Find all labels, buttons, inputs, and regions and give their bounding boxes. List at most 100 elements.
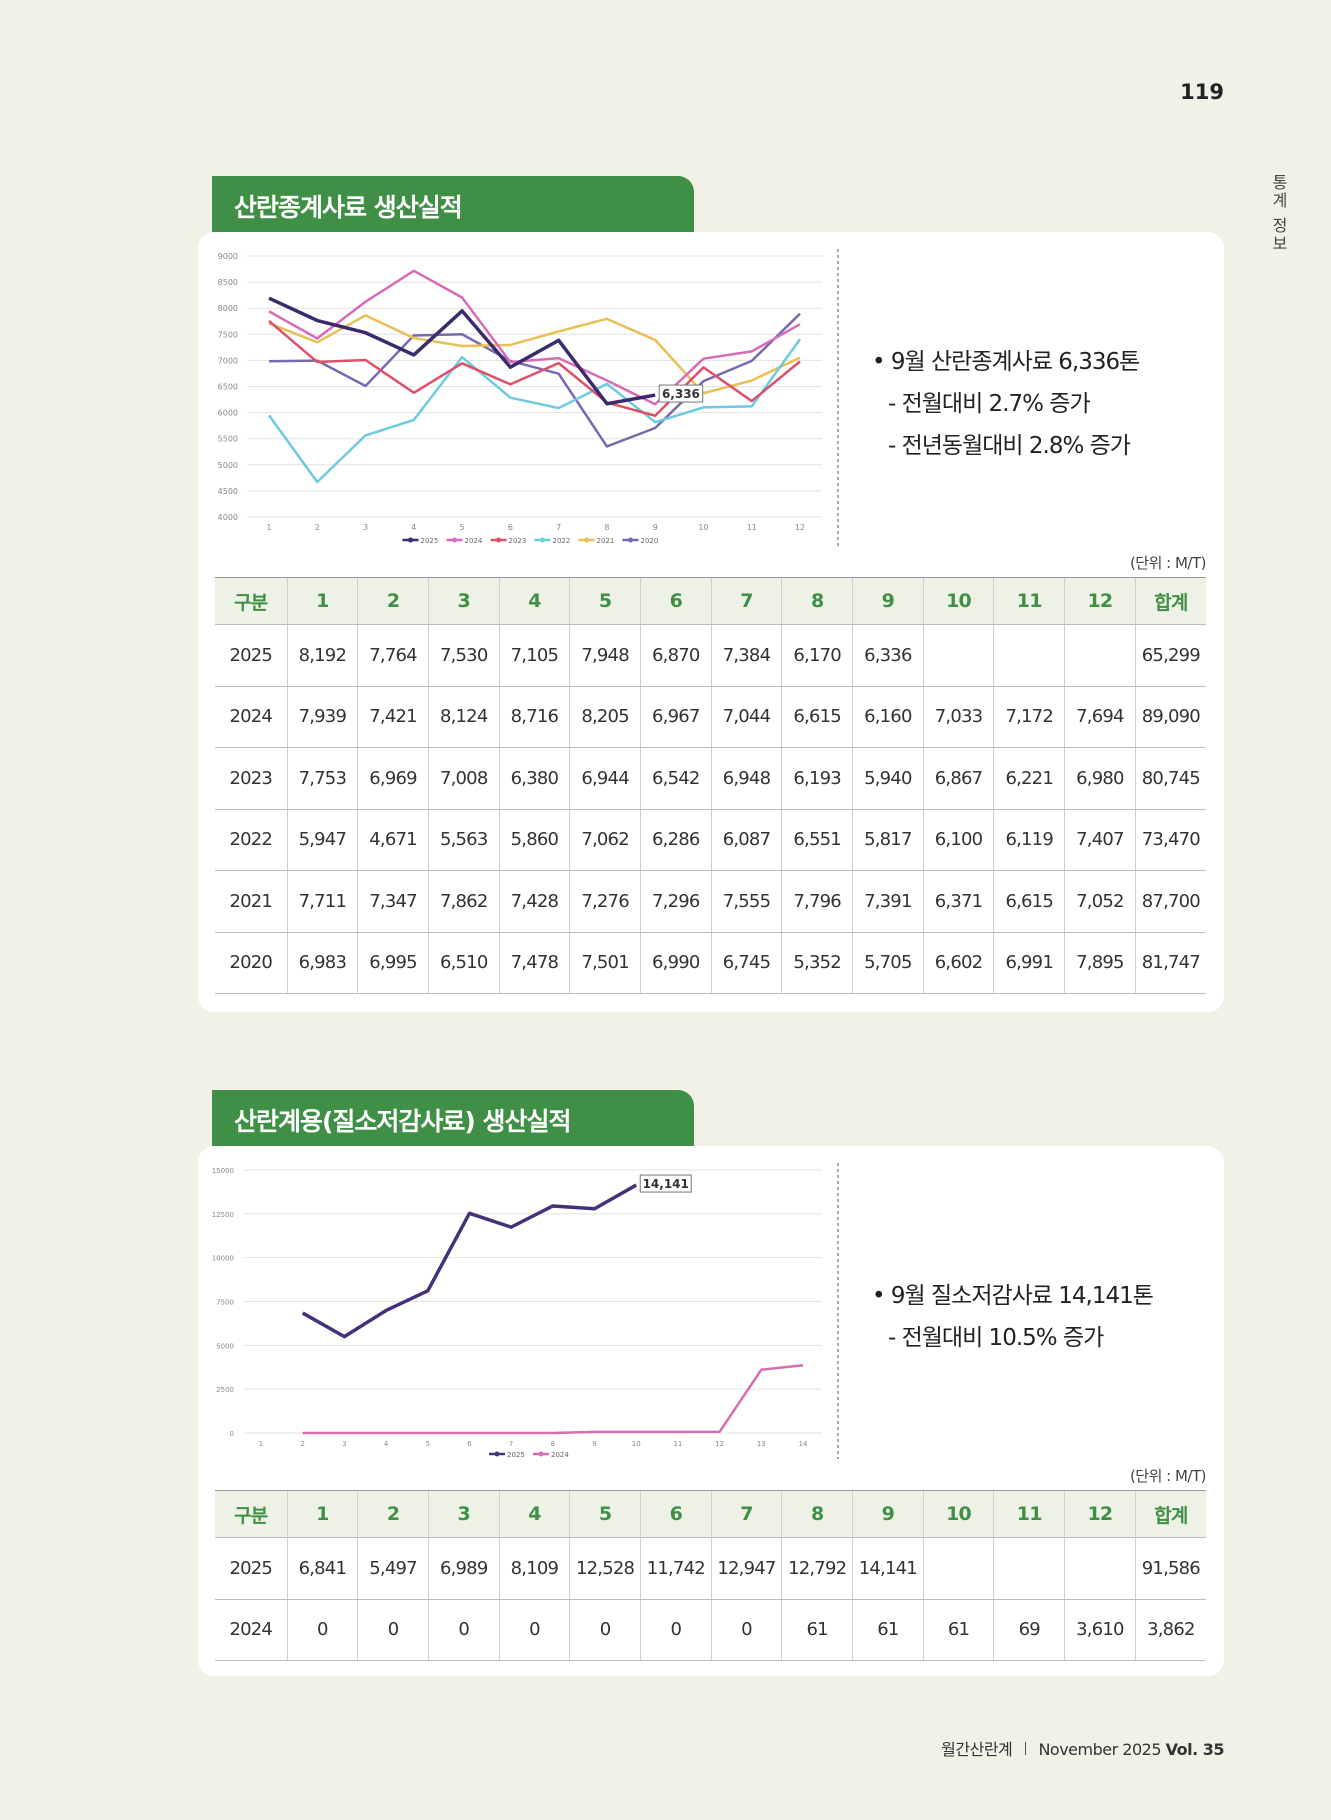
cell: 12,528	[569, 1537, 641, 1600]
cell: 7,764	[357, 624, 429, 687]
side-label: 통계 정보	[1269, 174, 1288, 254]
bullet-text: - 전월대비 10.5% 증가	[888, 1325, 1104, 1351]
cell: 5	[569, 1490, 641, 1538]
cell: 4	[498, 1490, 570, 1538]
page-number: 119	[1180, 80, 1224, 104]
cell: 6,615	[993, 870, 1065, 933]
y-tick-label: 2500	[216, 1386, 234, 1394]
cell: 7,044	[710, 686, 782, 748]
cell: 12,792	[781, 1537, 853, 1600]
legend-dot	[452, 537, 457, 543]
cell: 7,530	[427, 624, 500, 687]
cell: 89,090	[1134, 686, 1206, 748]
unit: (단위 : M/T)	[1129, 1467, 1207, 1485]
x-tick-label: 2	[315, 523, 320, 532]
series-line	[268, 320, 801, 417]
y-tick-label: 12500	[212, 1211, 234, 1219]
cell: 6,967	[639, 686, 712, 748]
cell: 7,276	[569, 870, 641, 933]
cell: 80,745	[1134, 747, 1206, 810]
value-label: 14,141	[643, 1177, 689, 1191]
cell: 합계	[1134, 577, 1206, 625]
cell: 0	[498, 1599, 570, 1661]
cell: 5	[569, 577, 641, 625]
cell: 6,944	[569, 747, 641, 810]
cell: 6,371	[922, 870, 994, 933]
legend-dot	[496, 537, 501, 543]
row: 2025 6,841 5,497 6,989 8,109 12,528 11,742 12,9…	[215, 1537, 1206, 1600]
cell: 6,221	[993, 747, 1065, 810]
cell: 61	[781, 1599, 853, 1661]
x-tick-label: 11	[673, 1440, 682, 1448]
cell: 6,510	[427, 932, 500, 994]
y-tick-label: 5000	[218, 461, 238, 470]
cell: 6,841	[286, 1537, 358, 1600]
cell: 1	[286, 1490, 358, 1538]
cell: 6,551	[781, 809, 853, 871]
cell: 6,989	[427, 1537, 500, 1600]
table: 구분 1 2 3 4 5 6 7 8 9 10 11 12 합계 2025 6,841 5,497 6,989 8,…	[215, 1490, 1206, 1661]
cell: 3,862	[1134, 1599, 1206, 1661]
value-label-box	[658, 384, 704, 403]
y-tick-label: 4500	[218, 487, 238, 496]
header-row: 구분 1 2 3 4 5 6 7 8 9 10 11 12 합계	[215, 577, 1206, 625]
cell: 합계	[1134, 1490, 1206, 1538]
cell: 87,700	[1134, 870, 1206, 933]
cell: 11,742	[639, 1537, 712, 1600]
cell: 6,615	[781, 686, 853, 748]
legend-label: 2025	[507, 1451, 525, 1459]
x-tick-label: 12	[715, 1440, 724, 1448]
cell: 91,586	[1134, 1537, 1206, 1600]
footer: 월간산란계 November 2025 Vol. 35	[941, 1736, 1224, 1760]
cell: 6,336	[852, 624, 924, 687]
cell: 73,470	[1134, 809, 1206, 871]
x-tick-label: 10	[632, 1440, 641, 1448]
x-tick-label: 5	[426, 1440, 430, 1448]
x-tick-label: 8	[604, 523, 609, 532]
legend-label: 2025	[421, 537, 439, 545]
legend-label: 2024	[465, 537, 483, 545]
cell: 8	[781, 1490, 853, 1538]
y-tick-label: 5000	[216, 1342, 234, 1350]
x-tick-label: 8	[551, 1440, 555, 1448]
cell: 5,947	[286, 809, 358, 871]
y-tick-label: 7000	[218, 356, 238, 365]
cell: 5,563	[427, 809, 500, 871]
cell: 6,100	[922, 809, 994, 871]
cell: 7,052	[1064, 870, 1136, 933]
cell: 2024	[215, 1599, 287, 1661]
legend-dot	[584, 537, 589, 543]
cell: 7,172	[993, 686, 1065, 748]
series-line	[267, 338, 802, 484]
cell: 5,497	[357, 1537, 429, 1600]
bullet-text: 9월 산란종계사료 6,336톤	[890, 349, 1140, 375]
cell: 6,170	[781, 624, 853, 687]
bullet: • 9월 산란종계사료 6,336톤	[872, 349, 1140, 375]
cell: 12,947	[710, 1537, 782, 1600]
cell: 2020	[215, 932, 287, 994]
y-tick-label: 9000	[218, 252, 238, 261]
y-tick-label: 7500	[216, 1299, 234, 1307]
cell: 69	[993, 1599, 1065, 1661]
row: 2024 7,939 7,421 8,124 8,716 8,205 6,967 7,044 6…	[215, 686, 1206, 748]
cell: 9	[852, 1490, 924, 1538]
cell: 6,119	[993, 809, 1065, 871]
x-tick-label: 10	[698, 523, 708, 532]
cell: 6,990	[639, 932, 712, 994]
x-tick-label: 9	[592, 1440, 596, 1448]
cell: 7,478	[498, 932, 570, 994]
x-tick-label: 4	[384, 1440, 389, 1448]
cell: 7,939	[286, 686, 358, 748]
table-wrap: 구분 1 2 3 4 5 6 7 8 9 10 11 12 합계 2025 8,192 7,764 7,530 7,…	[215, 577, 1206, 994]
legend-dot	[538, 1451, 544, 1457]
x-tick-label: 4	[411, 523, 416, 532]
cell: 4	[498, 577, 570, 625]
cell: 6,286	[639, 809, 712, 871]
cell: 5,817	[852, 809, 924, 871]
cell: 14,141	[852, 1537, 924, 1600]
y-tick-label: 6000	[218, 409, 238, 418]
footer-issue: November 2025	[1038, 1740, 1161, 1759]
cell: 2024	[215, 686, 287, 748]
cell: 7	[710, 577, 782, 625]
